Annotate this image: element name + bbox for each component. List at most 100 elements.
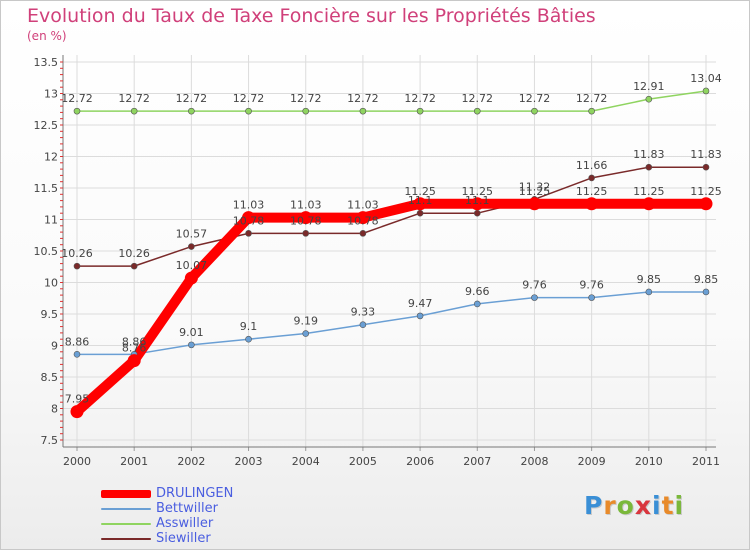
data-label-siewiller: 11.83 [690, 148, 722, 161]
y-tick-label: 8.5 [41, 371, 59, 384]
data-label-drulingen: 8.76 [122, 342, 147, 355]
data-label-bettwiller: 8.86 [122, 335, 147, 348]
data-point-bettwiller [702, 288, 710, 296]
data-label-bettwiller: 9.01 [179, 326, 204, 339]
data-label-asswiller: 12.72 [118, 92, 150, 105]
legend-item-siewiller: Siewiller [101, 531, 233, 546]
x-tick-label: 2011 [692, 455, 720, 468]
logo-letter: r [603, 491, 617, 520]
data-label-bettwiller: 9.19 [293, 315, 318, 328]
data-label-asswiller: 12.72 [404, 92, 436, 105]
legend-label-bettwiller: Bettwiller [156, 501, 218, 516]
data-label-bettwiller: 9.66 [465, 285, 490, 298]
data-label-siewiller: 10.78 [290, 214, 322, 227]
series-lines [73, 90, 707, 416]
data-point-bettwiller [359, 321, 367, 329]
data-point-asswiller [702, 87, 710, 95]
data-label-siewiller: 10.26 [118, 247, 150, 260]
data-point-siewiller [473, 209, 481, 217]
data-point-bettwiller [645, 288, 653, 296]
legend-swatch-bettwiller [101, 507, 151, 510]
x-tick-label: 2010 [635, 455, 663, 468]
data-point-drulingen [413, 197, 427, 211]
data-label-bettwiller: 8.86 [65, 335, 90, 348]
data-label-drulingen: 11.25 [462, 185, 494, 198]
data-point-siewiller [702, 163, 710, 171]
data-point-siewiller [130, 262, 138, 270]
data-label-asswiller: 12.72 [519, 92, 551, 105]
data-point-bettwiller [531, 294, 538, 301]
logo-letter: i [652, 491, 662, 520]
data-point-bettwiller [588, 294, 595, 301]
x-tick-label: 2003 [235, 455, 263, 468]
data-label-drulingen: 11.03 [347, 199, 379, 212]
legend-item-drulingen: DRULINGEN [101, 486, 233, 501]
chart-title: Evolution du Taux de Taxe Foncière sur l… [27, 5, 596, 27]
data-label-asswiller: 12.72 [462, 92, 494, 105]
data-label-siewiller: 11.1 [465, 194, 490, 207]
data-label-bettwiller: 9.47 [408, 297, 433, 310]
data-point-siewiller [245, 230, 252, 237]
legend-swatch-siewiller [101, 537, 151, 540]
data-label-siewiller: 11.83 [633, 148, 665, 161]
series-line-drulingen [73, 198, 706, 416]
y-tick-label: 13.5 [34, 56, 59, 69]
data-point-asswiller [73, 107, 81, 115]
y-axis-unit-label: (en %) [27, 29, 67, 43]
y-tick-label: 12 [44, 151, 58, 164]
data-label-drulingen: 7.95 [65, 393, 90, 406]
data-point-drulingen [585, 197, 599, 211]
data-point-asswiller [130, 107, 138, 115]
data-point-drulingen [184, 271, 198, 285]
data-label-asswiller: 12.91 [633, 80, 665, 93]
y-tick-label: 10.5 [34, 245, 59, 258]
data-point-asswiller [531, 107, 538, 115]
series-line-asswiller [77, 90, 707, 112]
data-label-bettwiller: 9.33 [351, 306, 376, 319]
x-tick-label: 2001 [120, 455, 148, 468]
data-label-drulingen: 11.25 [576, 185, 608, 198]
data-label-bettwiller: 9.1 [240, 320, 258, 333]
data-label-siewiller: 10.78 [233, 214, 265, 227]
x-tick-label: 2004 [292, 455, 320, 468]
data-point-asswiller [588, 107, 595, 115]
y-tick-label: 10 [44, 277, 58, 290]
proxiti-logo: Proxiti [584, 491, 684, 520]
data-points [70, 87, 713, 419]
data-point-drulingen [127, 354, 141, 368]
data-point-asswiller [188, 107, 195, 115]
x-tick-label: 2007 [463, 455, 491, 468]
data-point-drulingen [470, 197, 484, 211]
logo-letter: x [634, 491, 652, 520]
data-label-bettwiller: 9.85 [694, 273, 719, 286]
data-point-bettwiller [245, 335, 252, 343]
data-point-siewiller [588, 174, 595, 182]
x-tick-label: 2002 [177, 455, 205, 468]
data-point-asswiller [302, 107, 310, 115]
legend-label-siewiller: Siewiller [156, 531, 211, 546]
data-label-siewiller: 10.57 [176, 228, 208, 241]
x-tick-label: 2009 [578, 455, 606, 468]
legend-swatch-drulingen [101, 489, 151, 498]
x-tick-label: 2008 [520, 455, 548, 468]
y-tick-label: 8 [51, 403, 58, 416]
axes: 7.5 8 8.5 9 9.5 10 10.5 11 11.5 12 12.5 13 13.5 2000 2… [34, 55, 720, 468]
legend: DRULINGEN Bettwiller Asswiller Siewiller [101, 486, 233, 546]
data-label-asswiller: 12.72 [347, 92, 379, 105]
series-line-bettwiller [77, 291, 706, 356]
data-label-drulingen: 11.03 [233, 199, 265, 212]
data-point-siewiller [302, 230, 310, 237]
data-point-asswiller [416, 107, 424, 115]
data-label-asswiller: 12.72 [176, 92, 208, 105]
data-point-asswiller [473, 107, 481, 115]
data-label-drulingen: 11.03 [290, 199, 322, 212]
y-tick-label: 9.5 [41, 308, 59, 321]
data-point-drulingen [299, 211, 313, 225]
data-point-drulingen [642, 197, 656, 211]
data-point-drulingen [242, 211, 256, 225]
logo-letter: i [674, 491, 685, 520]
y-tick-label: 11.5 [34, 182, 59, 195]
data-label-asswiller: 12.72 [61, 92, 93, 105]
legend-item-asswiller: Asswiller [101, 516, 233, 531]
